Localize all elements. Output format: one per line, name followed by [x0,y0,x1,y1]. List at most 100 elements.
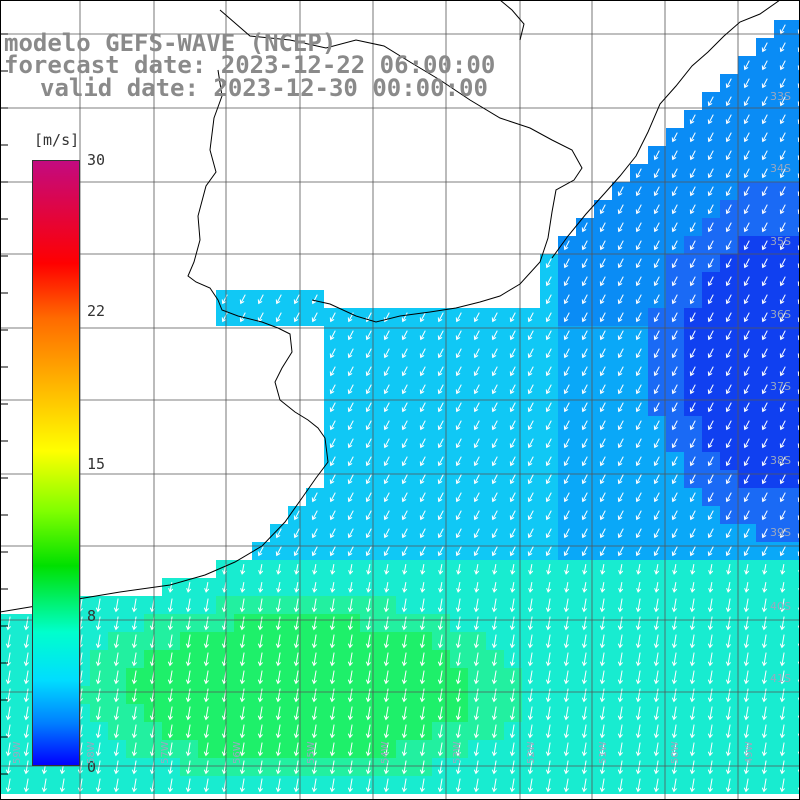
wind-arrow [761,616,767,631]
wind-arrow [635,492,642,503]
wind-arrow [275,760,281,775]
wind-arrow [725,294,732,305]
wind-arrow [545,652,551,667]
wind-arrow [239,778,245,793]
wind-arrow [311,670,317,685]
wind-arrow [455,546,462,557]
wind-arrow [329,598,335,613]
wind-arrow [725,474,732,485]
wind-arrow [725,510,732,521]
wind-arrow [779,348,786,359]
wind-arrow [383,456,390,467]
wind-arrow [581,706,587,721]
wind-arrow [491,742,497,757]
latitude-label: 34S [770,162,791,175]
wind-arrow [401,688,407,703]
wind-arrow [600,582,606,593]
wind-arrow [293,778,299,793]
wind-arrow [329,706,335,721]
wind-arrow [455,760,461,775]
wind-arrow [743,60,750,71]
wind-arrow [329,456,336,467]
wind-arrow [779,168,786,179]
wind-arrow [437,420,444,431]
wind-arrow [563,348,570,359]
wind-arrow [743,384,750,395]
wind-arrow [563,366,570,377]
wind-arrow [509,492,516,503]
wind-arrow [311,598,317,613]
wind-arrow [563,330,570,341]
wind-arrow [167,760,173,775]
wind-arrow [653,204,660,215]
wind-arrow [617,616,623,631]
wind-arrow [779,742,785,757]
colorbar-tick-22: 22 [87,302,106,320]
wind-arrow [671,402,678,413]
wind-arrow [473,312,480,323]
wind-arrow [761,186,768,197]
wind-arrow [23,778,29,793]
wind-arrow [437,456,444,467]
wind-arrow [689,402,696,413]
wind-arrow [635,222,642,233]
wind-arrow [761,420,768,431]
wind-arrow [383,438,390,449]
wind-cell [792,632,800,650]
wind-arrow [545,778,551,793]
wind-arrow [563,312,570,323]
wind-arrow [617,634,623,649]
wind-arrow [582,564,588,575]
wind-arrow [131,634,137,649]
wind-arrow [329,778,335,793]
longitude-label: 57W [160,741,171,764]
wind-arrow [761,366,768,377]
wind-arrow [311,634,317,649]
wind-arrow [653,402,660,413]
wind-arrow [707,258,714,269]
wind-arrow [491,348,498,359]
wind-arrow [635,168,642,179]
wind-arrow [581,222,588,233]
wind-arrow [581,258,588,269]
wind-arrow [779,258,786,269]
wind-arrow [473,348,480,359]
wind-arrow [725,778,731,793]
wind-arrow [437,652,443,667]
wind-arrow [311,742,317,757]
wind-arrow [689,186,696,197]
wind-arrow [671,258,678,269]
wind-arrow [653,168,660,179]
wind-arrow [293,724,299,739]
wind-arrow [509,546,516,557]
wind-arrow [131,760,137,775]
wind-arrow [455,384,462,395]
wind-arrow [131,598,137,613]
wind-arrow [581,688,587,703]
wind-arrow [671,760,677,775]
wind-arrow [725,186,732,197]
wind-arrow [113,616,119,631]
wind-arrow [455,616,461,631]
wind-arrow [779,240,786,251]
wind-arrow [779,402,786,413]
wind-arrow [329,670,335,685]
wind-arrow [527,528,534,539]
wind-arrow [743,78,750,89]
wind-arrow [563,598,569,613]
wind-arrow [635,438,642,449]
wind-arrow [275,634,281,649]
wind-arrow [725,222,732,233]
wind-arrow [401,438,408,449]
wind-arrow [743,150,750,161]
wind-arrow [689,724,695,739]
wind-arrow [347,652,353,667]
wind-arrow [545,348,552,359]
wind-arrow [671,366,678,377]
wind-arrow [725,706,731,721]
wind-arrow [545,330,552,341]
wind-cell [792,20,800,38]
wind-arrow [761,402,768,413]
wind-arrow [689,132,696,143]
wind-arrow [257,760,263,775]
